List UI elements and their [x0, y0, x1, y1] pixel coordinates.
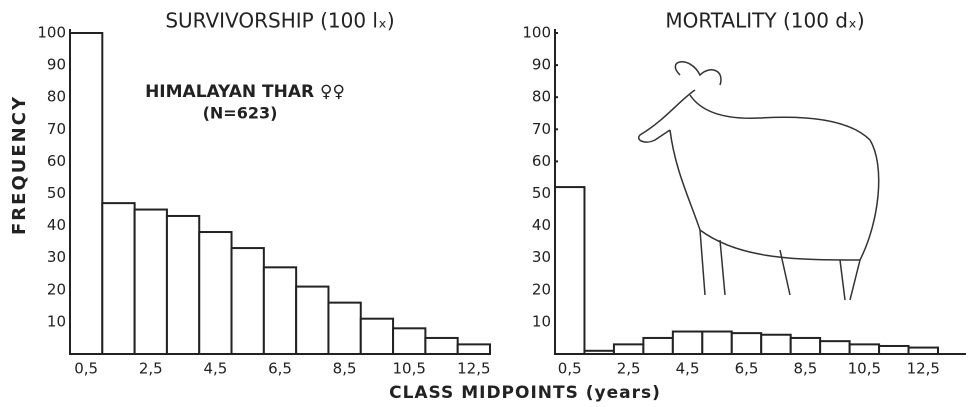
bar: [642, 336, 674, 356]
x-tick-label: 6,5: [735, 360, 759, 378]
bar: [392, 327, 427, 356]
x-tick-label: 10,5: [393, 360, 426, 378]
bar: [848, 343, 881, 355]
y-tick-label: 80: [47, 88, 66, 106]
bar: [424, 336, 459, 356]
bar: [730, 332, 763, 356]
bar: [878, 344, 910, 356]
x-tick-label: 0,5: [74, 360, 98, 378]
x-tick-label: 12,5: [907, 360, 940, 378]
y-tick-label: 20: [532, 280, 551, 298]
bar: [671, 330, 704, 355]
y-tick-label: 30: [47, 248, 66, 266]
chart-title: MORTALITY (100 dₓ): [665, 9, 864, 33]
bar: [456, 343, 492, 355]
bar: [819, 340, 851, 356]
x-tick-label: 6,5: [268, 360, 292, 378]
y-tick-label: 30: [532, 248, 551, 266]
y-tick-label: 90: [47, 56, 66, 74]
x-tick-label: 8,5: [793, 360, 817, 378]
y-tick-label: 70: [532, 120, 551, 138]
x-tick-label: 0,5: [558, 360, 582, 378]
bar: [133, 208, 168, 355]
x-tick-label: 4,5: [676, 360, 700, 378]
y-tick-label: 20: [47, 280, 66, 298]
bar: [907, 346, 939, 355]
y-tick-label: 50: [532, 184, 551, 202]
bar: [101, 202, 136, 355]
x-tick-label: 8,5: [333, 360, 357, 378]
annotation: (N=623): [203, 104, 278, 123]
bar: [583, 349, 615, 356]
y-axis-label: FREQUENCY: [9, 95, 30, 235]
x-tick-label: 4,5: [203, 360, 227, 378]
y-tick-label: 40: [47, 216, 66, 234]
bar: [295, 285, 330, 355]
y-tick-label: 40: [532, 216, 551, 234]
bar: [359, 317, 395, 356]
x-tick-label: 10,5: [848, 360, 881, 378]
bar: [760, 333, 792, 355]
y-tick-label: 10: [532, 312, 551, 330]
chart-title: SURVIVORSHIP (100 lₓ): [165, 9, 394, 33]
bar: [230, 247, 265, 356]
y-tick-label: 60: [532, 152, 551, 170]
goat-illustration: [638, 61, 880, 301]
x-tick-label: 2,5: [139, 360, 163, 378]
bar: [612, 343, 645, 355]
x-tick-label: 12,5: [457, 360, 490, 378]
y-tick-label: 100: [522, 24, 551, 42]
annotation: HIMALAYAN THAR ♀♀: [145, 82, 345, 102]
y-tick-label: 80: [532, 88, 551, 106]
y-tick-label: 100: [37, 24, 66, 42]
x-tick-label: 2,5: [617, 360, 641, 378]
bar: [198, 231, 233, 356]
x-axis-label: CLASS MIDPOINTS (years): [389, 383, 661, 403]
bar: [701, 330, 733, 355]
y-tick-label: 50: [47, 184, 66, 202]
bar: [69, 32, 104, 355]
bar: [262, 266, 298, 355]
y-tick-label: 70: [47, 120, 66, 138]
y-tick-label: 60: [47, 152, 66, 170]
bar: [165, 214, 201, 355]
bar: [327, 301, 362, 356]
y-tick-label: 90: [532, 56, 551, 74]
y-tick-label: 10: [47, 312, 66, 330]
bar: [789, 336, 822, 356]
bar: [554, 186, 586, 355]
